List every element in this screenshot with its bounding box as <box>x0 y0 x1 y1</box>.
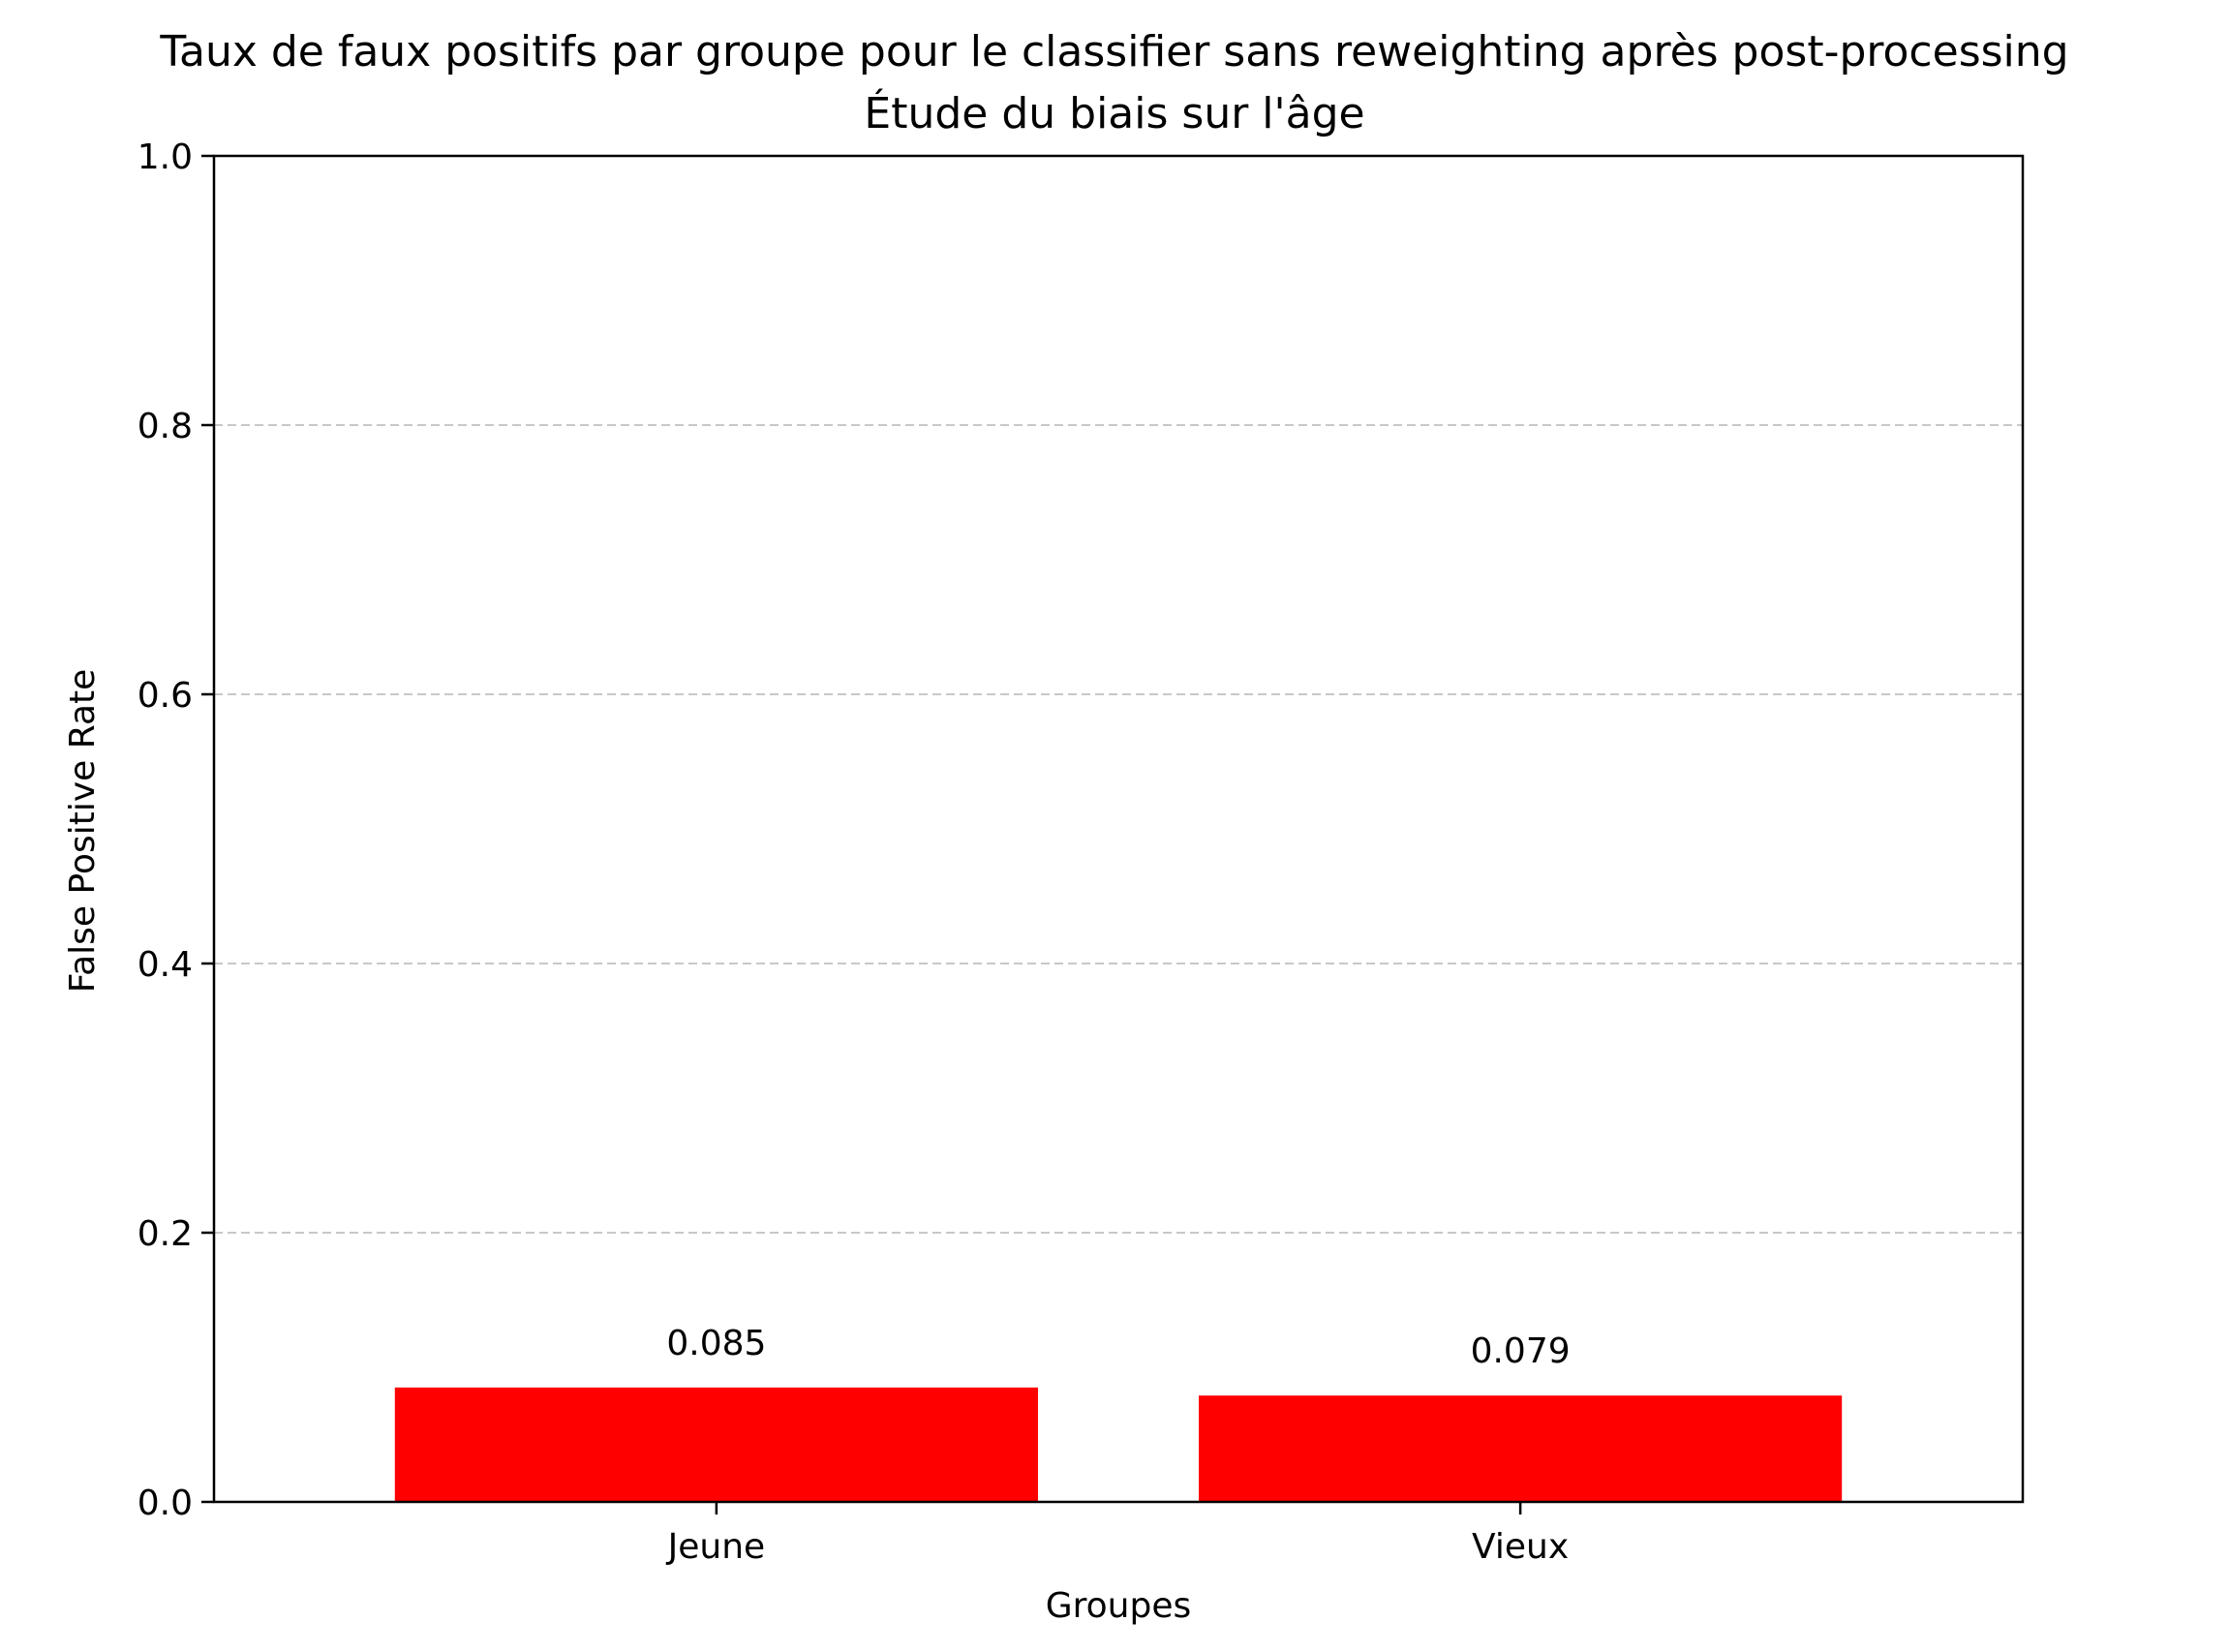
y-tick-label: 0.2 <box>137 1214 193 1254</box>
y-tick-label: 1.0 <box>137 138 193 177</box>
x-tick-label: Jeune <box>666 1527 766 1567</box>
bar-jeune <box>394 1387 1038 1502</box>
chart-subtitle: Étude du biais sur l'âge <box>864 87 1364 138</box>
chart-title: Taux de faux positifs par groupe pour le… <box>159 27 2068 76</box>
data-label: 0.085 <box>666 1324 766 1363</box>
bars <box>394 1387 1843 1502</box>
x-axis-ticks: Jeune Vieux <box>666 1502 1569 1567</box>
y-axis-ticks: 0.0 0.2 0.4 0.6 0.8 1.0 <box>137 138 214 1523</box>
x-tick-label: Vieux <box>1472 1527 1569 1567</box>
y-tick-label: 0.4 <box>137 945 193 985</box>
grid-lines <box>214 424 2023 1234</box>
x-axis-label: Groupes <box>1046 1586 1192 1626</box>
y-tick-label: 0.6 <box>137 676 193 716</box>
data-labels: 0.085 0.079 <box>666 1324 1570 1371</box>
data-label: 0.079 <box>1471 1331 1571 1371</box>
y-tick-label: 0.8 <box>137 407 193 446</box>
y-axis-label: False Positive Rate <box>63 669 103 994</box>
plot-frame <box>212 154 2025 1504</box>
bar-vieux <box>1199 1395 1843 1502</box>
y-tick-label: 0.0 <box>137 1484 193 1523</box>
